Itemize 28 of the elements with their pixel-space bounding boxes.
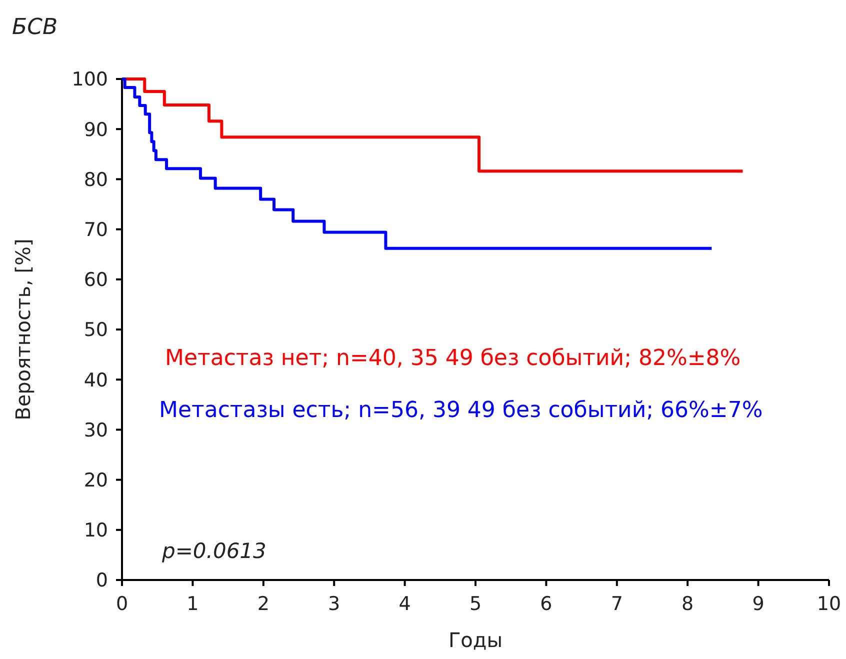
y-axis-title: Вероятность, [%] — [11, 238, 35, 420]
x-axis-title: Годы — [448, 628, 503, 652]
y-tick-label: 0 — [96, 570, 108, 592]
chart-title: БСВ — [12, 15, 58, 40]
annotation: p=0.0613 — [161, 539, 266, 563]
x-tick-label: 4 — [398, 593, 411, 615]
x-tick-label: 8 — [682, 593, 694, 615]
y-tick-label: 10 — [84, 520, 108, 542]
x-tick-label: 6 — [540, 593, 552, 615]
x-tick-label: 10 — [816, 593, 842, 615]
y-tick-label: 40 — [84, 369, 108, 392]
x-tick-label: 2 — [257, 593, 270, 615]
text: Метастаз нет; n=40, 35 49 без событий; 82%±8% — [165, 346, 741, 371]
x-tick-label: 7 — [610, 593, 623, 615]
y-tick-label: 50 — [84, 319, 108, 342]
x-tick-label: 0 — [116, 593, 128, 615]
y-tick-label: 30 — [84, 419, 108, 442]
x-tick-label: 1 — [186, 593, 199, 615]
y-tick-label: 20 — [84, 469, 108, 492]
x-tick-label: 5 — [469, 593, 482, 615]
y-tick-label: 70 — [84, 218, 108, 241]
y-tick-label: 100 — [72, 68, 108, 91]
y-tick-label: 80 — [84, 168, 108, 191]
y-tick-label: 90 — [84, 118, 108, 141]
x-tick-label: 3 — [328, 593, 340, 615]
x-tick-label: 9 — [752, 593, 764, 615]
text: Метастазы есть; n=56, 39 49 без событий; 66%±7% — [159, 398, 763, 423]
y-tick-label: 60 — [84, 269, 108, 292]
